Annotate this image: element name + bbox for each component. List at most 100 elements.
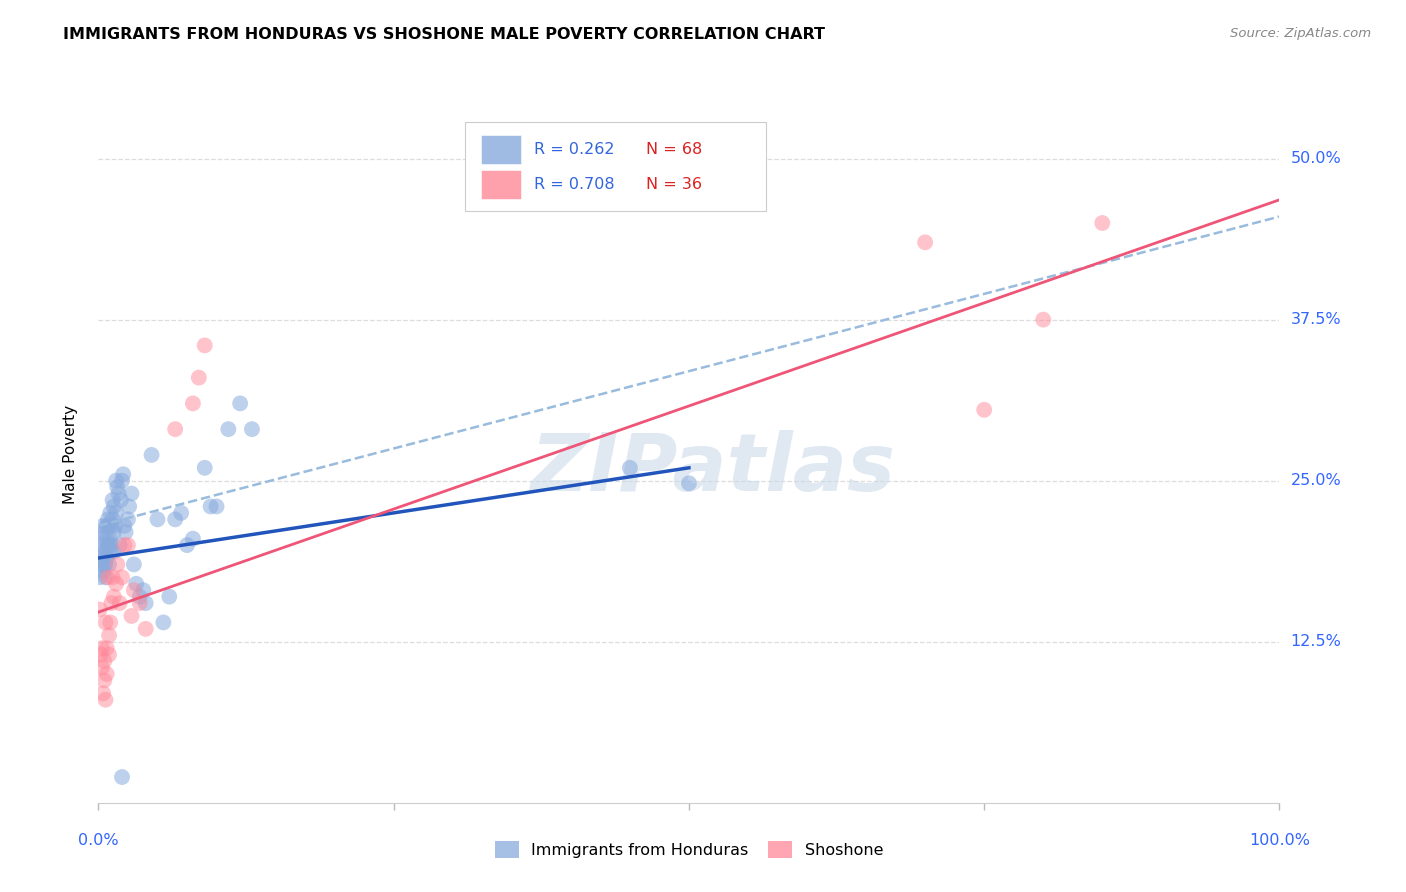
FancyBboxPatch shape [481, 169, 522, 199]
Point [97, 570, 120, 584]
Point [97, 518, 120, 533]
Point [101, 493, 124, 508]
Point [112, 518, 135, 533]
Point [105, 506, 128, 520]
Point [112, 538, 135, 552]
Point [122, 558, 145, 572]
Text: 25.0%: 25.0% [1291, 473, 1341, 488]
Point [128, 590, 150, 604]
Point [103, 525, 125, 540]
Point [94, 615, 117, 630]
Point [135, 622, 157, 636]
Point [973, 402, 995, 417]
Point [96, 551, 118, 566]
Text: IMMIGRANTS FROM HONDURAS VS SHOSHONE MALE POVERTY CORRELATION CHART: IMMIGRANTS FROM HONDURAS VS SHOSHONE MAL… [63, 27, 825, 42]
Point [91, 538, 114, 552]
Point [94, 558, 117, 572]
Point [91, 660, 114, 674]
Point [94, 544, 117, 558]
Point [94, 692, 117, 706]
Point [100, 518, 122, 533]
Point [122, 583, 145, 598]
Point [91, 641, 114, 656]
Point [91, 518, 114, 533]
Point [89, 602, 111, 616]
Point [240, 422, 263, 436]
Point [229, 396, 252, 410]
Point [121, 486, 143, 500]
Point [98, 615, 121, 630]
Point [98, 558, 121, 572]
Point [91, 686, 114, 700]
Text: 12.5%: 12.5% [1291, 634, 1341, 649]
Point [1091, 216, 1114, 230]
Point [103, 544, 125, 558]
Point [914, 235, 936, 250]
Point [96, 518, 118, 533]
Point [94, 570, 117, 584]
FancyBboxPatch shape [464, 122, 766, 211]
Point [103, 590, 125, 604]
Point [619, 460, 641, 475]
Point [98, 518, 121, 533]
Point [114, 525, 136, 540]
Point [89, 570, 111, 584]
Point [110, 493, 132, 508]
Point [98, 532, 121, 546]
Text: R = 0.708: R = 0.708 [534, 177, 614, 192]
Text: 50.0%: 50.0% [1291, 151, 1341, 166]
Point [90, 558, 112, 572]
Point [118, 500, 141, 514]
Point [111, 770, 134, 784]
Point [101, 570, 124, 584]
Point [181, 396, 204, 410]
Point [98, 648, 121, 662]
Point [104, 518, 127, 533]
Point [97, 538, 120, 552]
FancyBboxPatch shape [481, 135, 522, 164]
Point [93, 673, 115, 688]
Point [125, 576, 148, 591]
Point [205, 500, 228, 514]
Point [152, 615, 174, 630]
Point [187, 370, 209, 384]
Legend: Immigrants from Honduras, Shoshone: Immigrants from Honduras, Shoshone [488, 835, 890, 864]
Point [200, 500, 222, 514]
Point [112, 467, 135, 482]
Point [91, 532, 114, 546]
Point [181, 532, 204, 546]
Point [93, 558, 115, 572]
Point [96, 667, 118, 681]
Point [165, 422, 187, 436]
Point [132, 583, 155, 598]
Point [91, 564, 114, 578]
Point [141, 448, 163, 462]
Point [103, 500, 125, 514]
Point [90, 648, 112, 662]
Point [135, 596, 157, 610]
Point [165, 512, 187, 526]
Point [105, 474, 128, 488]
Point [93, 544, 115, 558]
Point [128, 596, 150, 610]
Point [108, 596, 131, 610]
Point [96, 532, 118, 546]
Y-axis label: Male Poverty: Male Poverty [63, 405, 77, 505]
Point [96, 641, 118, 656]
Point [111, 570, 134, 584]
Point [121, 609, 143, 624]
Point [93, 525, 115, 540]
Point [98, 538, 121, 552]
Point [98, 628, 121, 642]
Point [105, 480, 128, 494]
Point [170, 506, 193, 520]
Point [194, 338, 217, 352]
Point [90, 551, 112, 566]
Point [107, 486, 129, 500]
Text: Source: ZipAtlas.com: Source: ZipAtlas.com [1230, 27, 1371, 40]
Point [98, 544, 121, 558]
Point [105, 558, 128, 572]
Point [678, 476, 700, 491]
Text: R = 0.262: R = 0.262 [534, 142, 614, 157]
Text: N = 68: N = 68 [647, 142, 703, 157]
